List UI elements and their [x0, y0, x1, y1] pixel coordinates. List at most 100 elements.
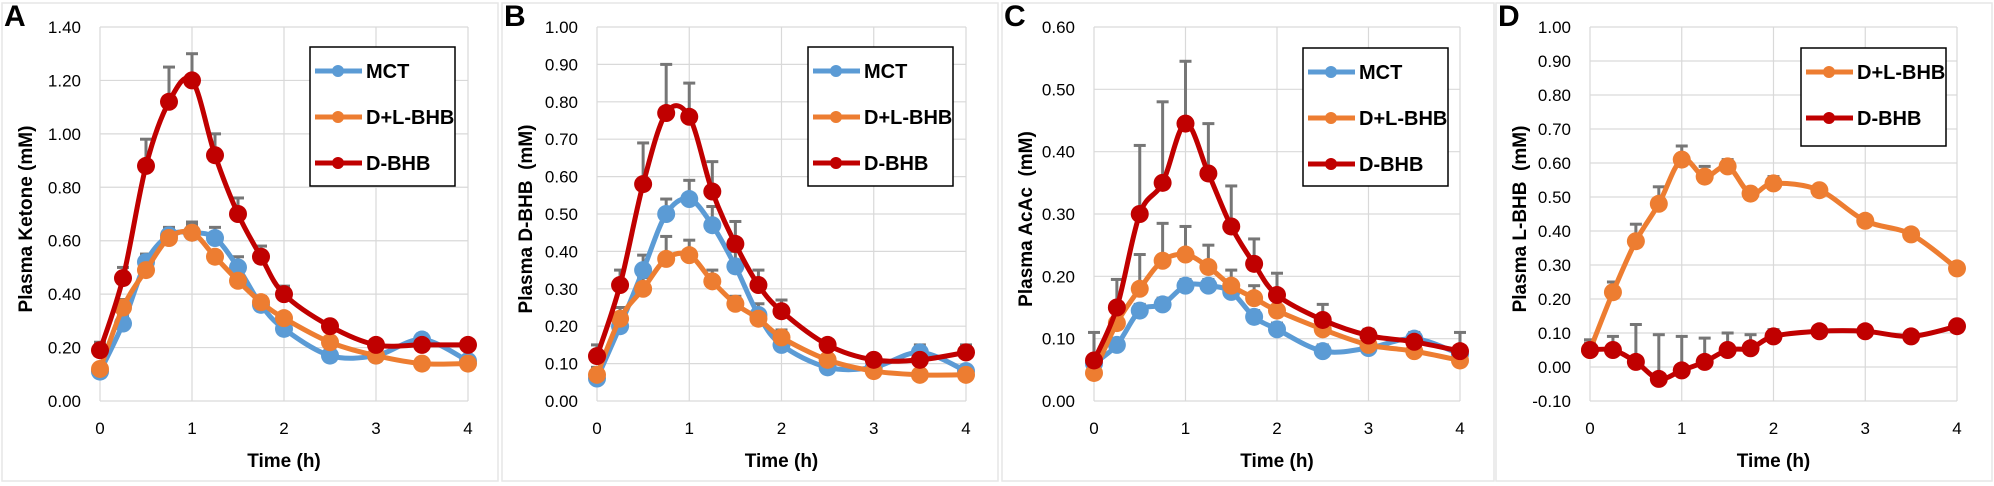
x-axis-title: Time (h): [1737, 451, 1811, 472]
x-tick-label: 3: [1861, 419, 1870, 438]
data-point-d-l-bhb: [1268, 301, 1286, 320]
legend-marker: [332, 65, 344, 77]
data-point-d-bhb: [183, 71, 201, 90]
data-point-d-bhb: [772, 302, 791, 321]
data-point-d-l-bhb: [611, 309, 630, 328]
data-point-mct: [321, 346, 339, 365]
data-point-d-bhb: [1764, 327, 1783, 346]
data-point-d-l-bhb: [726, 294, 745, 313]
data-point-d-l-bhb: [1764, 174, 1783, 193]
data-point-d-l-bhb: [957, 365, 975, 384]
data-point-mct: [229, 258, 247, 277]
y-tick-label: 0.50: [545, 205, 578, 224]
data-point-d-bhb: [1222, 217, 1241, 236]
x-tick-label: 1: [1677, 419, 1686, 438]
data-point-d-bhb: [634, 175, 653, 194]
panel-border: [1495, 2, 1993, 482]
data-point-d-bhb: [91, 341, 109, 360]
x-tick-label: 4: [1952, 419, 1961, 438]
data-point-mct: [1199, 276, 1218, 295]
data-point-d-l-bhb: [1672, 150, 1691, 169]
y-tick-label: 0.80: [48, 178, 81, 197]
data-point-d-l-bhb: [703, 272, 722, 291]
data-point-mct: [1130, 301, 1149, 320]
data-point-d-l-bhb: [1245, 289, 1264, 308]
data-point-d-bhb: [1176, 114, 1195, 133]
x-tick-label: 1: [685, 419, 694, 438]
data-point-d-l-bhb: [588, 365, 606, 384]
data-point-d-bhb: [1672, 361, 1691, 380]
data-point-d-l-bhb: [1626, 232, 1645, 251]
y-tick-label: 0.20: [1042, 267, 1075, 286]
y-tick-label: 1.00: [545, 18, 578, 37]
data-point-mct: [1153, 295, 1172, 314]
data-point-d-l-bhb: [413, 354, 431, 373]
y-tick-label: 1.40: [48, 18, 81, 37]
data-point-d-bhb: [749, 276, 768, 295]
data-point-d-l-bhb: [91, 359, 109, 378]
data-point-d-l-bhb: [910, 365, 929, 384]
data-point-d-bhb: [1902, 327, 1921, 346]
y-tick-label: 0.70: [1538, 120, 1571, 139]
data-point-mct: [1176, 276, 1195, 295]
y-tick-label: 0.30: [545, 280, 578, 299]
data-point-d-l-bhb: [818, 350, 837, 369]
panel-letter: C: [1004, 0, 1026, 33]
y-tick-label: 0.40: [545, 242, 578, 261]
legend-label: D-BHB: [864, 153, 928, 175]
data-point-mct: [1313, 342, 1332, 361]
x-tick-label: 0: [95, 419, 104, 438]
data-point-d-l-bhb: [137, 261, 155, 280]
x-axis-title: Time (h): [745, 451, 819, 472]
data-point-d-bhb: [275, 285, 293, 304]
legend-marker: [1823, 66, 1835, 78]
y-axis-title: Plasma Ketone (mM): [16, 126, 37, 313]
legend-label: D-BHB: [1359, 154, 1423, 176]
legend-label: D+L-BHB: [366, 107, 454, 129]
x-tick-label: 2: [1272, 419, 1281, 438]
data-point-d-bhb: [459, 335, 477, 354]
x-tick-label: 0: [1089, 419, 1098, 438]
panel-letter: D: [1498, 0, 1520, 33]
legend-label: D+L-BHB: [1359, 108, 1447, 130]
data-point-d-bhb: [1268, 286, 1286, 305]
y-tick-label: 0.20: [545, 317, 578, 336]
data-point-d-bhb: [1107, 298, 1126, 317]
y-tick-label: 0.60: [1538, 154, 1571, 173]
data-point-mct: [657, 205, 676, 223]
y-tick-label: 0.30: [1042, 205, 1075, 224]
data-point-mct: [1245, 307, 1264, 326]
data-point-d-l-bhb: [229, 271, 247, 290]
legend-marker: [830, 157, 842, 169]
data-point-d-l-bhb: [1130, 279, 1149, 298]
data-point-d-l-bhb: [1199, 257, 1218, 276]
legend-label: D-BHB: [1857, 108, 1921, 130]
x-tick-label: 2: [777, 419, 786, 438]
legend-marker: [332, 157, 344, 169]
data-point-d-bhb: [229, 205, 247, 223]
data-point-d-l-bhb: [1603, 283, 1622, 302]
y-tick-label: 0.90: [545, 55, 578, 74]
data-point-d-l-bhb: [1741, 184, 1760, 203]
y-tick-label: 0.50: [1042, 80, 1075, 99]
panel-d: D -0.10 0.00 0.10 0.20 0.30 0.40 0.50 0.60 0.70 0.…: [1498, 0, 1966, 472]
y-axis-title: Plasma AcAc (mM): [1016, 131, 1037, 307]
y-tick-label: 0.50: [1538, 188, 1571, 207]
panel-letter: A: [4, 0, 26, 33]
x-tick-label: 3: [371, 419, 380, 438]
x-tick-label: 4: [463, 419, 472, 438]
data-point-d-bhb: [321, 317, 339, 336]
data-point-d-bhb: [611, 276, 630, 295]
legend: MCT D+L-BHB D-BHB: [309, 46, 456, 187]
data-point-d-bhb: [367, 335, 385, 354]
legend-marker: [332, 111, 344, 123]
data-point-d-bhb: [726, 234, 745, 253]
data-point-d-bhb: [1199, 164, 1218, 183]
data-point-d-l-bhb: [1085, 363, 1103, 382]
data-point-d-bhb: [1856, 322, 1875, 341]
y-tick-label: 1.00: [48, 125, 81, 144]
data-point-d-bhb: [1153, 173, 1172, 192]
data-point-d-l-bhb: [749, 309, 768, 328]
data-point-d-l-bhb: [1222, 276, 1241, 295]
data-point-mct: [1107, 335, 1126, 354]
